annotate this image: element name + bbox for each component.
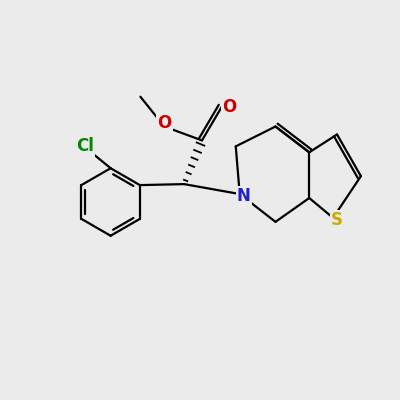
Text: O: O [222, 98, 236, 116]
Text: N: N [237, 187, 251, 205]
Text: S: S [331, 211, 343, 229]
Text: O: O [157, 114, 171, 132]
Text: Cl: Cl [76, 137, 94, 155]
